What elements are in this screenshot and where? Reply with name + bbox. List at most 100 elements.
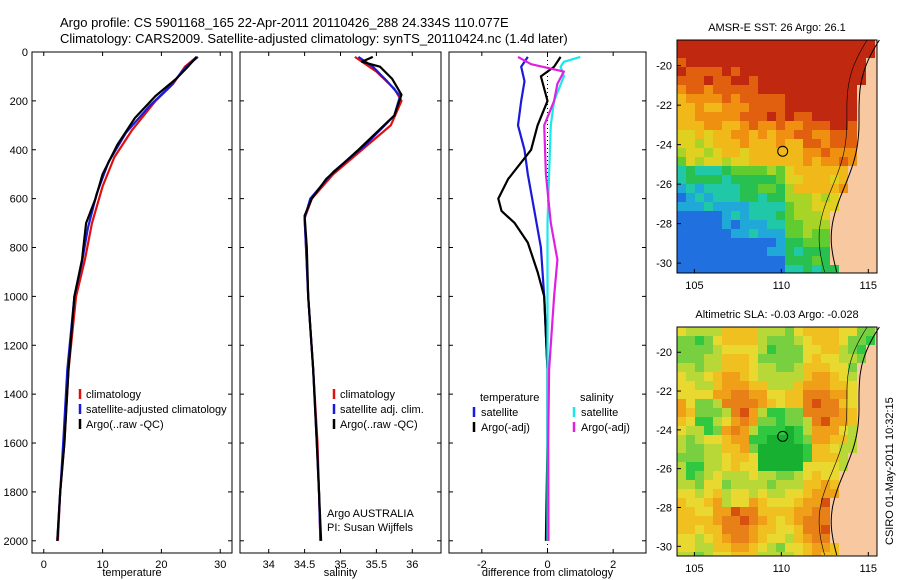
map-cell — [839, 489, 848, 498]
map-cell — [749, 336, 758, 345]
map-cell — [695, 256, 704, 265]
map-cell — [857, 247, 866, 256]
map-cell — [740, 148, 749, 157]
map-cell — [821, 130, 830, 139]
map-cell — [812, 220, 821, 229]
map-cell — [749, 417, 758, 426]
map-cell — [677, 184, 686, 193]
map-cell — [866, 184, 875, 193]
map-cell — [713, 202, 722, 211]
map-cell — [758, 435, 767, 444]
map-cell — [749, 175, 758, 184]
map-cell — [776, 202, 785, 211]
map-cell — [830, 265, 839, 273]
map-cell — [740, 516, 749, 525]
side-timestamp: CSIRO 01-May-2011 10:32:15 — [884, 397, 896, 545]
map-cell — [830, 327, 839, 336]
map-cell — [686, 345, 695, 354]
map-cell — [686, 471, 695, 480]
map-cell — [848, 157, 857, 166]
argo-location-marker — [777, 145, 789, 157]
map-cell — [713, 103, 722, 112]
map-cell — [740, 103, 749, 112]
map-cell — [704, 552, 713, 556]
map-cell — [686, 130, 695, 139]
map-cell — [749, 184, 758, 193]
legend-entry: Argo(..raw -QC) — [340, 419, 418, 431]
map-cell — [839, 193, 848, 202]
map-cell — [686, 453, 695, 462]
map-cell — [848, 345, 857, 354]
map-cell — [812, 175, 821, 184]
map-cell — [686, 238, 695, 247]
map-cell — [704, 507, 713, 516]
map-cell — [767, 399, 776, 408]
map-cell — [767, 453, 776, 462]
map-cell — [704, 417, 713, 426]
map-cell — [686, 112, 695, 121]
map-cell — [704, 327, 713, 336]
map-cell — [875, 58, 877, 67]
map-cell — [731, 426, 740, 435]
map-cell — [866, 462, 875, 471]
map-cell — [875, 94, 877, 103]
map-cell — [875, 175, 877, 184]
map-cell — [848, 327, 857, 336]
map-cell — [857, 94, 866, 103]
map-cell — [758, 507, 767, 516]
map-cell — [695, 121, 704, 130]
map-cell — [695, 184, 704, 193]
map-cell — [821, 471, 830, 480]
map-cell — [803, 247, 812, 256]
map-cell — [767, 247, 776, 256]
map-cell — [875, 220, 877, 229]
map-cell — [866, 148, 875, 157]
map-cell — [803, 471, 812, 480]
map-cell — [839, 543, 848, 552]
map-cell — [686, 121, 695, 130]
map-cell — [821, 67, 830, 76]
map-cell — [695, 229, 704, 238]
map-cell — [722, 193, 731, 202]
map-cell — [722, 49, 731, 58]
map-cell — [704, 157, 713, 166]
map-cell — [731, 202, 740, 211]
map-cell — [731, 408, 740, 417]
title-line-1: Argo profile: CS 5901168_165 22-Apr-2011… — [60, 15, 509, 30]
map-cell — [776, 435, 785, 444]
map-cell — [794, 390, 803, 399]
map-cell — [875, 426, 877, 435]
map-cell — [839, 175, 848, 184]
map-cell — [686, 489, 695, 498]
map-cell — [848, 112, 857, 121]
map-cell — [686, 498, 695, 507]
map-cell — [821, 453, 830, 462]
map-cell — [875, 390, 877, 399]
map-cell — [803, 193, 812, 202]
map-cell — [677, 193, 686, 202]
map-cell — [740, 166, 749, 175]
map-cell — [731, 498, 740, 507]
map-cell — [776, 498, 785, 507]
map-cell — [794, 444, 803, 453]
map-cell — [875, 112, 877, 121]
map-cell — [740, 175, 749, 184]
map-cell — [848, 229, 857, 238]
x-tick-label: 36 — [406, 559, 418, 571]
map-cell — [812, 363, 821, 372]
map-cell — [713, 148, 722, 157]
map-cell — [803, 543, 812, 552]
map-cell — [848, 462, 857, 471]
map-cell — [758, 354, 767, 363]
map-cell — [848, 193, 857, 202]
map-cell — [848, 435, 857, 444]
map-cell — [722, 408, 731, 417]
map-cell — [749, 49, 758, 58]
map-cell — [794, 220, 803, 229]
map-cell — [848, 516, 857, 525]
map-cell — [857, 525, 866, 534]
map-cell — [839, 220, 848, 229]
map-cell — [776, 336, 785, 345]
map-cell — [857, 354, 866, 363]
